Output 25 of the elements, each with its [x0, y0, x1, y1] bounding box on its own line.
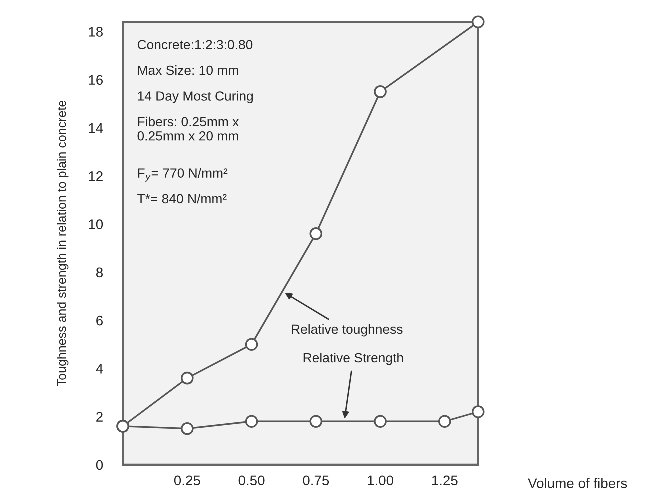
y-axis-title: Toughness and strength in relation to plain concrete	[57, 100, 69, 386]
y-tick-label: 2	[96, 412, 103, 422]
x-tick-label: 1.00	[368, 476, 394, 486]
y-tick-label: 0	[96, 460, 104, 470]
y-tick-label: 14	[89, 124, 104, 134]
y-tick-label: 16	[89, 75, 103, 86]
x-tick-label: 0.25	[174, 476, 200, 486]
y-tick-label: 6	[96, 316, 103, 326]
x-axis-title: Volume of fibers	[528, 478, 628, 488]
x-tick-label: 1.25	[432, 476, 458, 486]
annotation: Max Size: 10 mm	[138, 66, 238, 76]
annotation: T*= 840 N/mm²	[138, 194, 227, 204]
annotation: Fibers: 0.25mm x 0.25mm x 20 mm	[138, 116, 240, 141]
x-tick-label: 0.50	[238, 476, 265, 486]
y-tick-label: 4	[96, 364, 104, 374]
x-tick-label: 0.75	[303, 476, 330, 486]
y-tick-label: 8	[96, 268, 103, 278]
annotation: 14 Day Most Curing	[138, 91, 254, 104]
annotation: Concrete:1:2:3:0.80	[138, 40, 253, 50]
y-tick-label: 10	[89, 220, 104, 230]
y-tick-label: 18	[89, 27, 103, 37]
annotation: F$_{y}$= 770 N/mm²	[138, 168, 228, 182]
annotation: Relative toughness	[292, 324, 403, 337]
y-tick-label: 12	[89, 171, 103, 182]
annotation: Relative Strength	[304, 352, 404, 366]
